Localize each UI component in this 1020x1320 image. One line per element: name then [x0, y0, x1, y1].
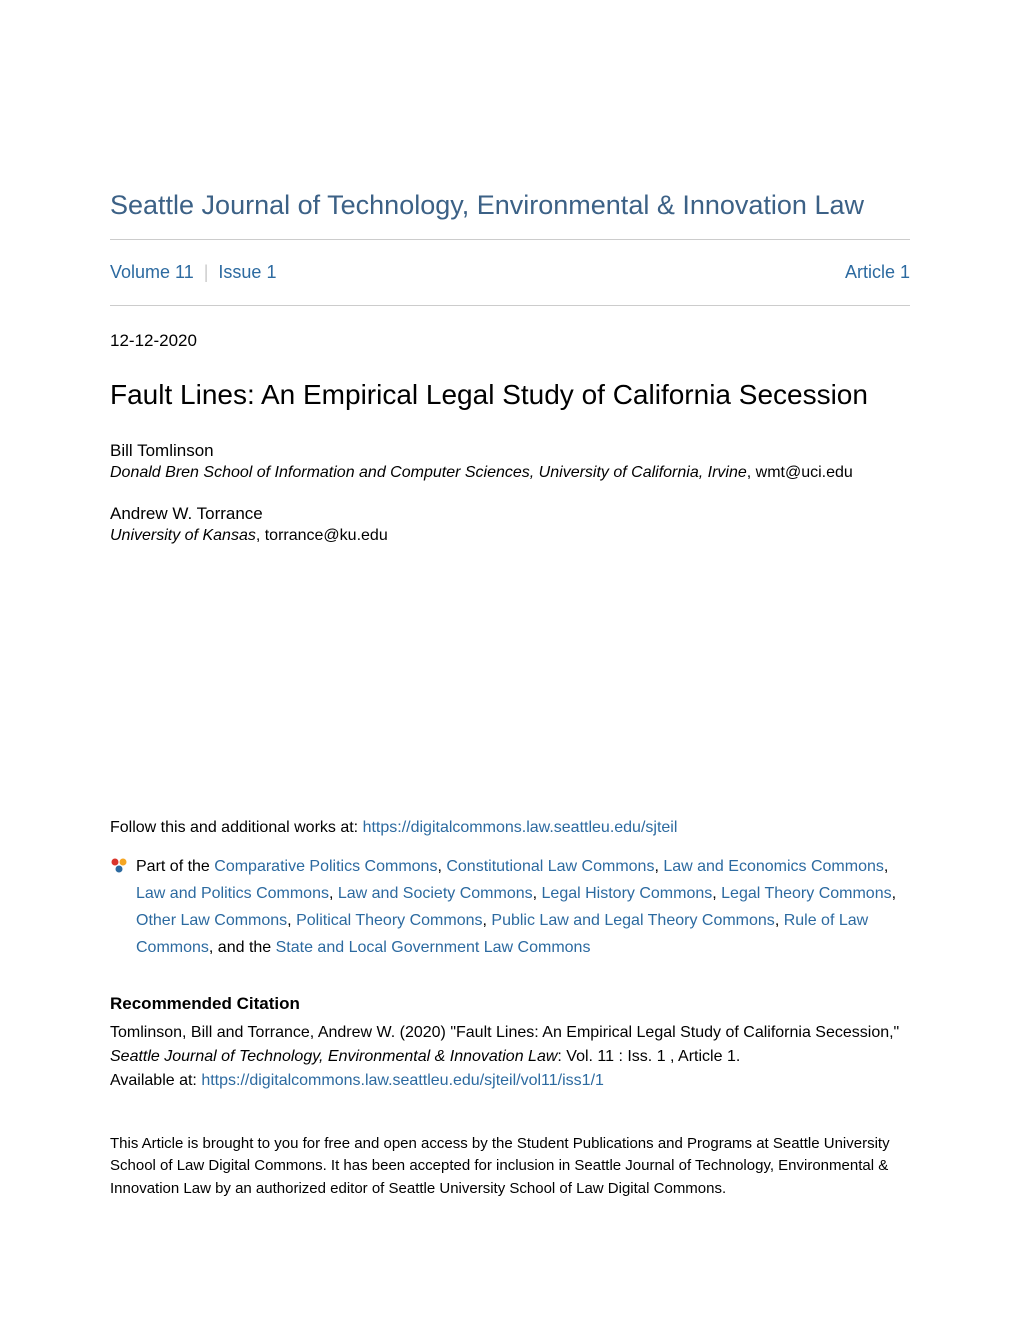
- commons-link[interactable]: State and Local Government Law Commons: [276, 939, 591, 956]
- author-affiliation: University of Kansas, torrance@ku.edu: [110, 527, 910, 545]
- commons-link[interactable]: Comparative Politics Commons: [214, 858, 437, 875]
- follow-line: Follow this and additional works at: htt…: [110, 815, 910, 841]
- commons-link[interactable]: Other Law Commons: [136, 912, 287, 929]
- journal-title[interactable]: Seattle Journal of Technology, Environme…: [110, 190, 910, 221]
- divider-bottom: [110, 305, 910, 306]
- issue-link[interactable]: Issue 1: [218, 262, 276, 283]
- affiliation-text: Donald Bren School of Information and Co…: [110, 464, 747, 481]
- nav-separator: |: [204, 262, 209, 283]
- citation-section: Recommended Citation Tomlinson, Bill and…: [110, 991, 910, 1093]
- author-block-2: Andrew W. Torrance University of Kansas,…: [110, 504, 910, 545]
- citation-after: : Vol. 11 : Iss. 1 , Article 1.: [557, 1048, 740, 1065]
- follow-section: Follow this and additional works at: htt…: [110, 815, 910, 961]
- commons-link[interactable]: Public Law and Legal Theory Commons: [491, 912, 774, 929]
- author-affiliation: Donald Bren School of Information and Co…: [110, 464, 910, 482]
- citation-before: Tomlinson, Bill and Torrance, Andrew W. …: [110, 1024, 899, 1041]
- nav-row: Volume 11 | Issue 1 Article 1: [110, 240, 910, 305]
- access-statement: This Article is brought to you for free …: [110, 1133, 910, 1201]
- commons-link[interactable]: Legal Theory Commons: [721, 885, 891, 902]
- follow-prefix: Follow this and additional works at:: [110, 819, 363, 836]
- citation-text: Tomlinson, Bill and Torrance, Andrew W. …: [110, 1021, 910, 1093]
- commons-link[interactable]: Political Theory Commons: [296, 912, 482, 929]
- commons-link[interactable]: Legal History Commons: [542, 885, 713, 902]
- author-email: , wmt@uci.edu: [747, 464, 853, 481]
- article-title: Fault Lines: An Empirical Legal Study of…: [110, 379, 910, 411]
- commons-link[interactable]: Law and Politics Commons: [136, 885, 329, 902]
- commons-line: Part of the Comparative Politics Commons…: [110, 853, 910, 962]
- citation-heading: Recommended Citation: [110, 991, 910, 1017]
- available-prefix: Available at:: [110, 1072, 201, 1089]
- commons-link[interactable]: Law and Society Commons: [338, 885, 533, 902]
- network-icon: [110, 856, 128, 874]
- affiliation-text: University of Kansas: [110, 527, 256, 544]
- citation-url-link[interactable]: https://digitalcommons.law.seattleu.edu/…: [201, 1072, 604, 1089]
- citation-journal-name: Seattle Journal of Technology, Environme…: [110, 1048, 557, 1065]
- article-link[interactable]: Article 1: [845, 262, 910, 282]
- nav-left: Volume 11 | Issue 1: [110, 262, 276, 283]
- author-name: Bill Tomlinson: [110, 441, 910, 461]
- author-name: Andrew W. Torrance: [110, 504, 910, 524]
- follow-url-link[interactable]: https://digitalcommons.law.seattleu.edu/…: [363, 819, 678, 836]
- author-block-1: Bill Tomlinson Donald Bren School of Inf…: [110, 441, 910, 482]
- commons-text: Part of the Comparative Politics Commons…: [136, 853, 910, 962]
- commons-link[interactable]: Law and Economics Commons: [663, 858, 884, 875]
- publication-date: 12-12-2020: [110, 331, 910, 351]
- commons-link[interactable]: Constitutional Law Commons: [446, 858, 654, 875]
- volume-link[interactable]: Volume 11: [110, 262, 194, 283]
- nav-right: Article 1: [845, 262, 910, 283]
- author-email: , torrance@ku.edu: [256, 527, 388, 544]
